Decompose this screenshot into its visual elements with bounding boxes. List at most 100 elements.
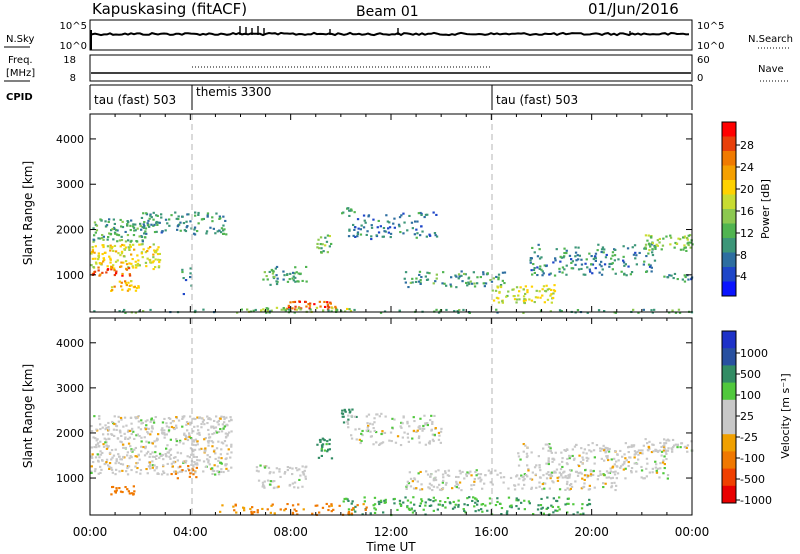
range-cell	[528, 502, 531, 505]
range-cell	[265, 275, 268, 278]
range-cell	[223, 440, 227, 443]
range-cell	[523, 298, 526, 301]
range-cell	[132, 485, 135, 488]
range-cell	[292, 301, 295, 304]
range-cell	[319, 439, 322, 442]
range-cell	[119, 265, 122, 268]
range-cell	[184, 470, 187, 473]
range-cell	[148, 455, 151, 458]
range-cell	[140, 450, 143, 453]
range-cell	[117, 234, 121, 237]
range-cell	[134, 455, 137, 458]
range-cell	[131, 492, 134, 495]
range-cell	[531, 471, 534, 474]
range-cell	[608, 262, 611, 265]
range-cell	[564, 488, 567, 491]
range-cell	[373, 503, 377, 506]
range-cell	[560, 310, 563, 313]
range-cell	[152, 243, 155, 246]
range-cell	[291, 511, 295, 514]
range-cell	[286, 466, 289, 469]
range-cell	[104, 220, 107, 223]
range-cell	[130, 219, 133, 222]
range-cell	[524, 444, 527, 447]
range-cell	[278, 470, 281, 473]
range-cell	[108, 465, 111, 468]
range-cell	[165, 455, 168, 458]
range-cell	[230, 443, 233, 446]
range-cell	[684, 276, 687, 279]
range-cell	[499, 502, 502, 505]
range-cell	[575, 259, 578, 262]
range-cell	[521, 476, 524, 479]
range-cell	[505, 513, 509, 516]
range-cell	[554, 509, 557, 512]
range-cell	[564, 503, 567, 506]
range-cell	[550, 451, 553, 454]
range-cell	[377, 231, 381, 234]
range-cell	[194, 444, 197, 447]
range-cell	[217, 473, 221, 476]
range-cell	[389, 236, 392, 239]
range-cell	[531, 273, 534, 276]
range-cell	[169, 438, 172, 441]
range-cell	[301, 485, 304, 488]
range-cell	[568, 469, 572, 472]
range-cell	[266, 308, 269, 311]
range-cell	[517, 455, 521, 458]
range-cell	[136, 254, 139, 257]
range-cell	[551, 460, 554, 463]
range-cell	[322, 250, 325, 253]
range-cell	[418, 435, 421, 438]
range-cell	[460, 274, 463, 277]
range-cell	[207, 441, 210, 444]
range-cell	[546, 443, 550, 446]
range-cell	[424, 423, 427, 426]
range-cell	[686, 237, 689, 240]
power-colorbar-swatch	[722, 223, 736, 239]
range-cell	[206, 214, 209, 217]
range-cell	[641, 452, 644, 455]
range-cell	[574, 480, 577, 483]
range-cell	[676, 278, 679, 281]
range-cell	[421, 230, 424, 233]
range-cell	[138, 435, 141, 438]
range-cell	[147, 465, 151, 468]
range-cell	[462, 308, 465, 311]
range-cell	[578, 454, 581, 457]
range-cell	[192, 465, 195, 468]
range-cell	[637, 458, 640, 461]
range-cell	[543, 301, 546, 304]
range-cell	[627, 451, 630, 454]
range-cell	[545, 284, 548, 287]
freq-tick-top: 18	[63, 55, 76, 66]
range-cell	[134, 264, 138, 267]
range-cell	[424, 422, 427, 425]
range-cell	[411, 281, 414, 284]
range-cell	[409, 485, 413, 488]
range-cell	[509, 504, 512, 507]
range-cell	[200, 447, 203, 450]
range-cell	[622, 259, 625, 262]
y-tick-label: 4000	[56, 337, 84, 350]
range-cell	[489, 472, 492, 475]
range-cell	[204, 437, 207, 440]
range-cell	[189, 421, 192, 424]
range-cell	[223, 421, 226, 424]
range-cell	[533, 466, 537, 469]
range-cell	[147, 432, 150, 435]
range-cell	[432, 509, 435, 512]
range-cell	[415, 487, 418, 490]
range-cell	[505, 512, 509, 515]
range-cell	[347, 235, 351, 238]
range-cell	[137, 286, 140, 289]
range-cell	[596, 478, 599, 481]
range-cell	[262, 278, 265, 281]
range-cell	[142, 310, 145, 313]
range-cell	[103, 463, 106, 466]
range-cell	[105, 461, 108, 464]
range-cell	[316, 443, 319, 446]
range-cell	[615, 477, 618, 480]
range-cell	[218, 229, 221, 232]
